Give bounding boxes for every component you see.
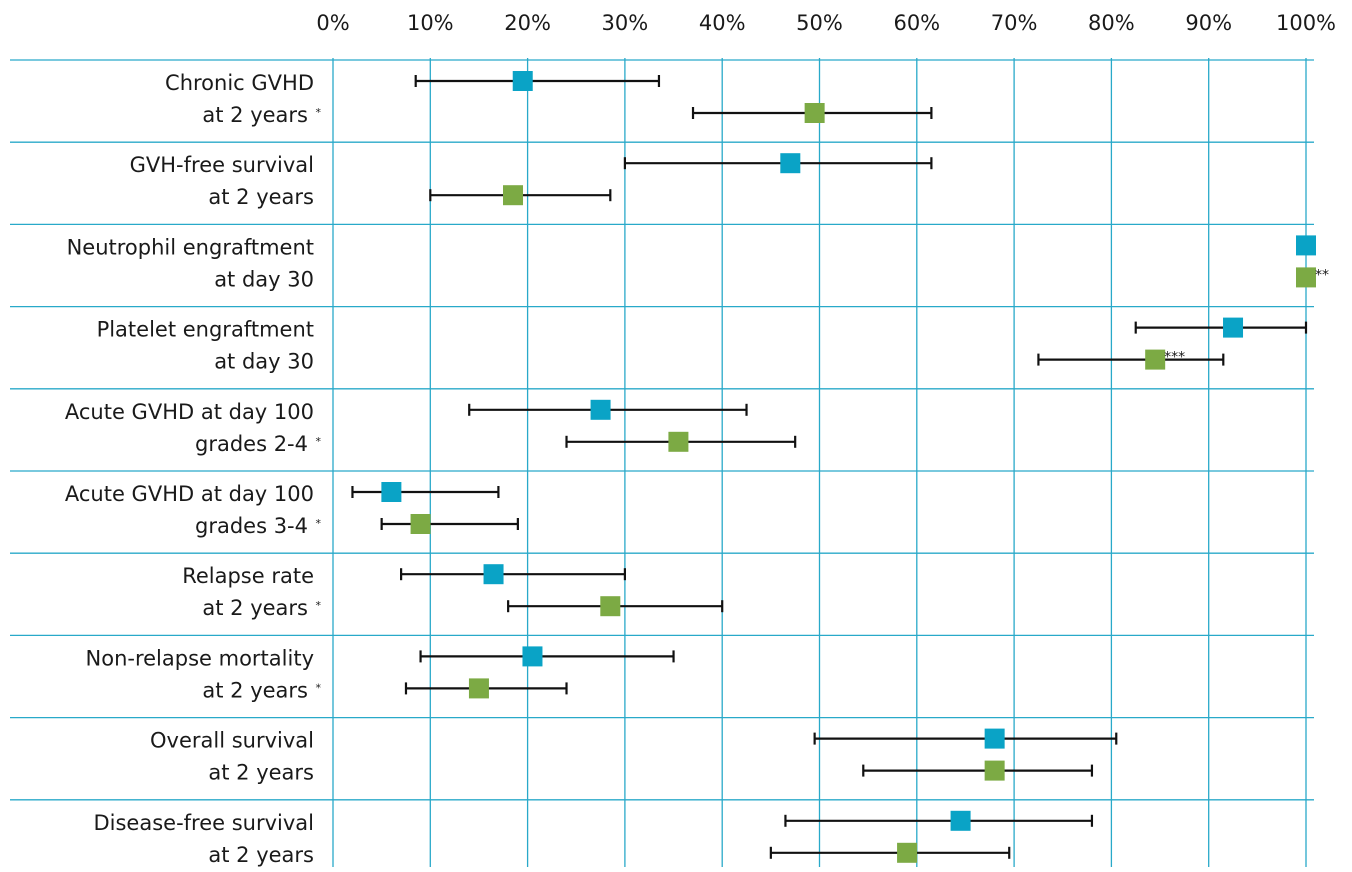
point-estimate-marker xyxy=(410,514,431,534)
forest-row: Acute GVHD at day 100 grades 3-4 * xyxy=(65,482,519,538)
significance-annotation: ** xyxy=(1315,267,1329,283)
row-label: Neutrophil engraftment xyxy=(67,235,314,259)
x-tick-label: 0% xyxy=(316,11,349,35)
row-label: Non-relapse mortality xyxy=(86,646,314,670)
point-estimate-marker xyxy=(950,810,971,831)
point-estimate-marker xyxy=(483,564,504,585)
point-estimate-marker xyxy=(600,596,621,617)
estimate xyxy=(429,185,612,206)
point-estimate-marker xyxy=(590,399,611,420)
row-label: Acute GVHD at day 100 xyxy=(65,400,314,424)
x-tick-label: 40% xyxy=(699,11,746,35)
estimate xyxy=(404,678,568,699)
estimate xyxy=(414,71,661,91)
footnote-mark: * xyxy=(316,435,322,448)
point-estimate-marker xyxy=(897,842,918,863)
estimate xyxy=(1296,235,1316,256)
row-label: at 2 years xyxy=(202,596,308,620)
estimate xyxy=(769,842,1011,863)
estimate xyxy=(468,399,748,420)
point-estimate-marker xyxy=(381,482,402,502)
point-estimate-marker xyxy=(1296,235,1316,256)
point-estimate-marker xyxy=(512,71,533,91)
footnote-mark: * xyxy=(316,599,322,612)
point-estimate-marker xyxy=(468,678,489,699)
estimate xyxy=(565,431,797,452)
x-tick-label: 30% xyxy=(602,11,649,35)
point-estimate-marker xyxy=(984,760,1005,781)
row-label: at 2 years xyxy=(208,185,314,209)
estimate xyxy=(400,564,627,585)
forest-rows: Chronic GVHD at 2 years * GVH-free survival… xyxy=(65,71,1329,867)
row-label: Relapse rate xyxy=(182,564,314,588)
forest-row: Relapse rate at 2 years * xyxy=(182,564,724,620)
row-label: grades 3-4 xyxy=(195,514,308,538)
forest-row: Non-relapse mortality at 2 years * xyxy=(86,646,675,702)
estimate xyxy=(351,482,500,502)
point-estimate-marker xyxy=(1296,267,1316,288)
significance-annotation: *** xyxy=(1164,350,1185,366)
footnote-mark: * xyxy=(316,517,322,530)
point-estimate-marker xyxy=(522,646,543,667)
forest-row: Chronic GVHD at 2 years * xyxy=(165,71,933,127)
x-tick-label: 50% xyxy=(796,11,843,35)
row-label: Disease-free survival xyxy=(93,811,314,835)
row-label: GVH-free survival xyxy=(130,153,314,177)
footnote-mark: * xyxy=(316,106,322,119)
point-estimate-marker xyxy=(503,185,524,206)
grid-lines xyxy=(10,58,1314,867)
point-estimate-marker xyxy=(804,103,825,123)
estimate xyxy=(419,646,675,667)
x-tick-label: 10% xyxy=(407,11,454,35)
row-label: at 2 years xyxy=(202,103,308,127)
point-estimate-marker xyxy=(780,153,801,174)
x-tick-label: 80% xyxy=(1088,11,1135,35)
forest-row: Acute GVHD at day 100 grades 2-4 * xyxy=(65,399,797,456)
forest-row: GVH-free survival at 2 years xyxy=(130,153,933,209)
estimate xyxy=(623,153,933,174)
forest-row: Overall survival at 2 years xyxy=(150,728,1118,785)
estimate xyxy=(784,810,1094,831)
x-tick-label: 90% xyxy=(1185,11,1232,35)
forest-row: Disease-free survival at 2 years xyxy=(93,810,1094,867)
x-tick-label: 60% xyxy=(893,11,940,35)
forest-row: Platelet engraftment at day 30 *** xyxy=(97,317,1308,374)
x-tick-label: 100% xyxy=(1276,11,1336,35)
row-label: grades 2-4 xyxy=(195,432,308,456)
estimate xyxy=(813,728,1118,749)
estimate xyxy=(691,103,933,123)
estimate xyxy=(1134,317,1308,338)
x-tick-label: 20% xyxy=(504,11,551,35)
row-label: at 2 years xyxy=(202,678,308,702)
row-label: at day 30 xyxy=(214,267,314,291)
row-label: Chronic GVHD xyxy=(165,71,314,95)
row-label: Overall survival xyxy=(150,729,314,753)
point-estimate-marker xyxy=(668,431,689,452)
row-label: Acute GVHD at day 100 xyxy=(65,482,314,506)
point-estimate-marker xyxy=(984,728,1005,749)
forest-row: Neutrophil engraftment at day 30 ** xyxy=(67,235,1329,291)
estimate xyxy=(862,760,1094,781)
estimate: ** xyxy=(1296,267,1329,288)
row-label: at 2 years xyxy=(208,843,314,867)
x-tick-labels: 0% 10% 20% 30% 40% 50% 60% 70% 80% 90% 100% xyxy=(316,11,1336,35)
row-label: Platelet engraftment xyxy=(97,318,314,342)
footnote-mark: * xyxy=(316,681,322,694)
row-label: at day 30 xyxy=(214,350,314,374)
estimate: *** xyxy=(1037,349,1225,370)
x-tick-label: 70% xyxy=(991,11,1038,35)
estimate xyxy=(380,514,519,534)
estimate xyxy=(507,596,724,617)
row-label: at 2 years xyxy=(208,761,314,785)
point-estimate-marker xyxy=(1145,349,1166,370)
point-estimate-marker xyxy=(1223,317,1244,338)
